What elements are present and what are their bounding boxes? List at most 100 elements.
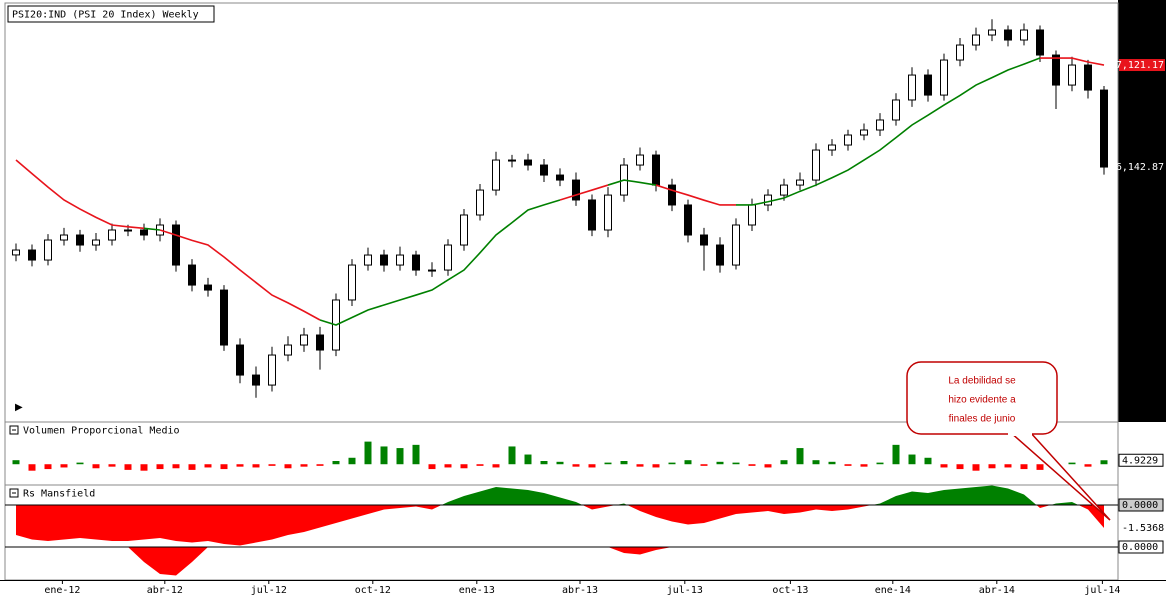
x-tick-label: abr-14 [979,585,1015,596]
candle-body [364,254,372,266]
volume-bar [172,464,180,469]
candle-body [812,149,820,181]
volume-bar [860,464,868,467]
volume-bar [156,464,164,470]
moving-average [607,179,657,186]
volume-bar [796,448,804,465]
candle-body [732,224,740,266]
volume-bar [556,461,564,465]
candle-body [780,184,788,196]
volume-bar [348,457,356,465]
candle-body [188,264,196,286]
y-tick-box [1119,59,1165,72]
volume-bar [476,464,484,466]
candle-body [1100,89,1108,168]
volume-bar [284,464,292,469]
candle-body [908,74,916,101]
moving-average [655,184,736,206]
x-tick-label: abr-13 [562,585,598,596]
moving-average [159,229,321,321]
y-tick-label: 0.0000 [1122,542,1158,553]
volume-bar [924,457,932,465]
volume-bar [668,462,676,465]
candle-body [748,204,756,226]
moving-average [559,184,609,201]
volume-bar [332,461,340,465]
candle-body [508,159,516,162]
volume-bar [636,464,644,467]
candle-body [572,179,580,201]
volume-bar [716,461,724,465]
candle-body [700,234,708,246]
volume-bar [492,464,500,468]
volume-bar [844,464,852,466]
volume-bar [1100,460,1108,465]
scroll-marker: ▶ [15,402,23,413]
candle-body [316,334,324,351]
volume-bar [220,464,228,470]
volume-bar [876,462,884,465]
x-tick-label: ene-13 [459,585,495,596]
chart-title: PSI20:IND (PSI 20 Index) Weekly [12,10,199,21]
candle-body [348,264,356,301]
volume-bar [812,460,820,465]
candle-body [60,234,68,241]
candle-body [428,269,436,272]
x-tick-label: abr-12 [147,585,183,596]
candle-body [412,254,420,271]
y-tick-label: 6,142.87 [1116,162,1164,173]
candle-body [892,99,900,121]
candle-body [940,59,948,96]
x-tick-label: jul-12 [251,585,287,596]
volume-bar [828,461,836,465]
volume-bar [572,464,580,467]
volume-bar [732,462,740,465]
volume-bar [44,464,52,470]
annotation-joint [1008,430,1032,436]
x-tick-label: oct-13 [772,585,808,596]
title-box [7,5,215,23]
candle-body [860,129,868,136]
volume-bar [908,454,916,465]
moving-average [143,227,161,231]
candle-body [764,194,772,206]
volume-bar [316,464,324,466]
candle-body [844,134,852,146]
candle-body [76,234,84,246]
candle-body [556,174,564,181]
candle-body [668,184,676,206]
candle-body [636,154,644,166]
candle-body [1068,64,1076,86]
candle-body [924,74,932,96]
candle-body [876,119,884,131]
volume-bar [12,460,20,465]
candle-body [140,229,148,236]
volume-bar [460,464,468,469]
candle-body [652,154,660,186]
y-tick-box [1118,453,1164,467]
candle-body [956,44,964,61]
volume-bar [764,464,772,468]
volume-bar [508,446,516,465]
annotation-text: finales de junio [949,414,1016,425]
volume-bar [92,464,100,469]
candle-body [124,229,132,232]
candle-body [1020,29,1028,41]
volume-bar [1020,464,1028,470]
candle-body [252,374,260,386]
candle-body [460,214,468,246]
annotation-box [906,361,1058,435]
candle-body [380,254,388,266]
moving-average [1040,57,1105,66]
annotation-text: La debilidad se [948,376,1016,387]
volume-bar [540,461,548,465]
volume-bar [140,464,148,471]
x-tick-label: jul-13 [667,585,703,596]
candle-body [1084,64,1092,91]
candle-body [524,159,532,166]
volume-bar [1036,464,1044,470]
volume-bar [124,464,132,470]
candle-body [796,179,804,186]
y-tick-box [1118,498,1164,512]
